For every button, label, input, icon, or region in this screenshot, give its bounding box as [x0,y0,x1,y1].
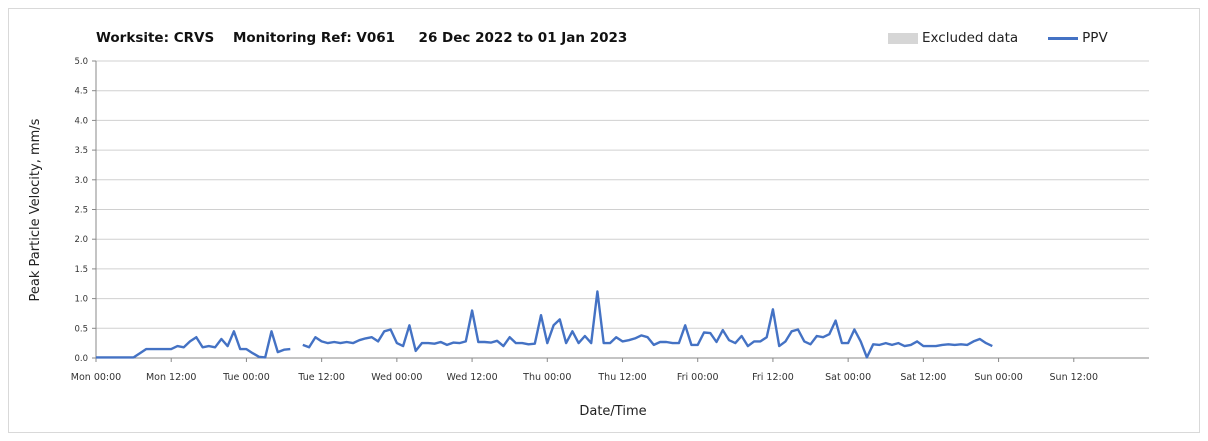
y-tick-label: 1.5 [74,265,88,275]
y-tick-labels: 0.0 0.5 1.0 1.5 2.0 2.5 3.0 3.5 4.0 4.5 5.0 [74,57,88,364]
x-tick-label: Sun 00:00 [974,372,1022,383]
legend-swatch-ppv [1048,36,1079,40]
legend-swatch-excluded [888,32,918,44]
x-tick-label: Fri 00:00 [677,372,719,383]
x-tick-label: Thu 00:00 [522,372,571,383]
y-axis-label: Peak Particle Velocity, mm/s [28,118,43,301]
legend-item-excluded: Excluded data [888,30,1018,46]
x-tick-label: Mon 00:00 [71,372,121,383]
legend-item-ppv: PPV [1048,30,1108,46]
x-tick-label: Thu 12:00 [597,372,646,383]
x-tick-label: Tue 12:00 [297,372,345,383]
series-line-ppv-segment-2 [302,290,993,359]
y-tick-label: 2.0 [74,235,88,245]
x-tick-label: Fri 12:00 [752,372,794,383]
chart-series [96,290,993,359]
x-tick-label: Wed 00:00 [371,372,422,383]
chart-title: Worksite: CRVS Monitoring Ref: V061 26 D… [96,30,628,46]
y-tick-label: 4.5 [74,87,88,97]
chart-grid [92,60,1149,362]
legend-label-excluded: Excluded data [922,30,1019,46]
y-tick-label: 1.0 [74,295,88,305]
x-tick-label: Wed 12:00 [447,372,498,383]
y-tick-label: 5.0 [74,57,88,67]
y-tick-label: 3.0 [74,176,88,186]
x-tick-label: Sat 00:00 [825,372,871,383]
chart-legend: Excluded data PPV [888,30,1138,46]
y-tick-label: 3.5 [74,146,88,156]
x-tick-label: Tue 00:00 [222,372,270,383]
y-tick-label: 0.5 [74,324,88,334]
y-tick-label: 2.5 [74,206,88,216]
legend-label-ppv: PPV [1082,30,1108,46]
x-tick-labels: Mon 00:00 Mon 12:00 Tue 00:00 Tue 12:00 Wed … [71,372,1098,383]
y-tick-label: 4.0 [74,116,88,126]
x-tick-label: Sun 12:00 [1050,372,1098,383]
x-axis-label: Date/Time [579,404,646,419]
series-line-ppv-segment-1 [96,330,291,359]
chart-frame [8,8,1200,433]
y-tick-label: 0.0 [74,354,88,364]
x-tick-label: Mon 12:00 [146,372,196,383]
x-tick-label: Sat 12:00 [900,372,946,383]
